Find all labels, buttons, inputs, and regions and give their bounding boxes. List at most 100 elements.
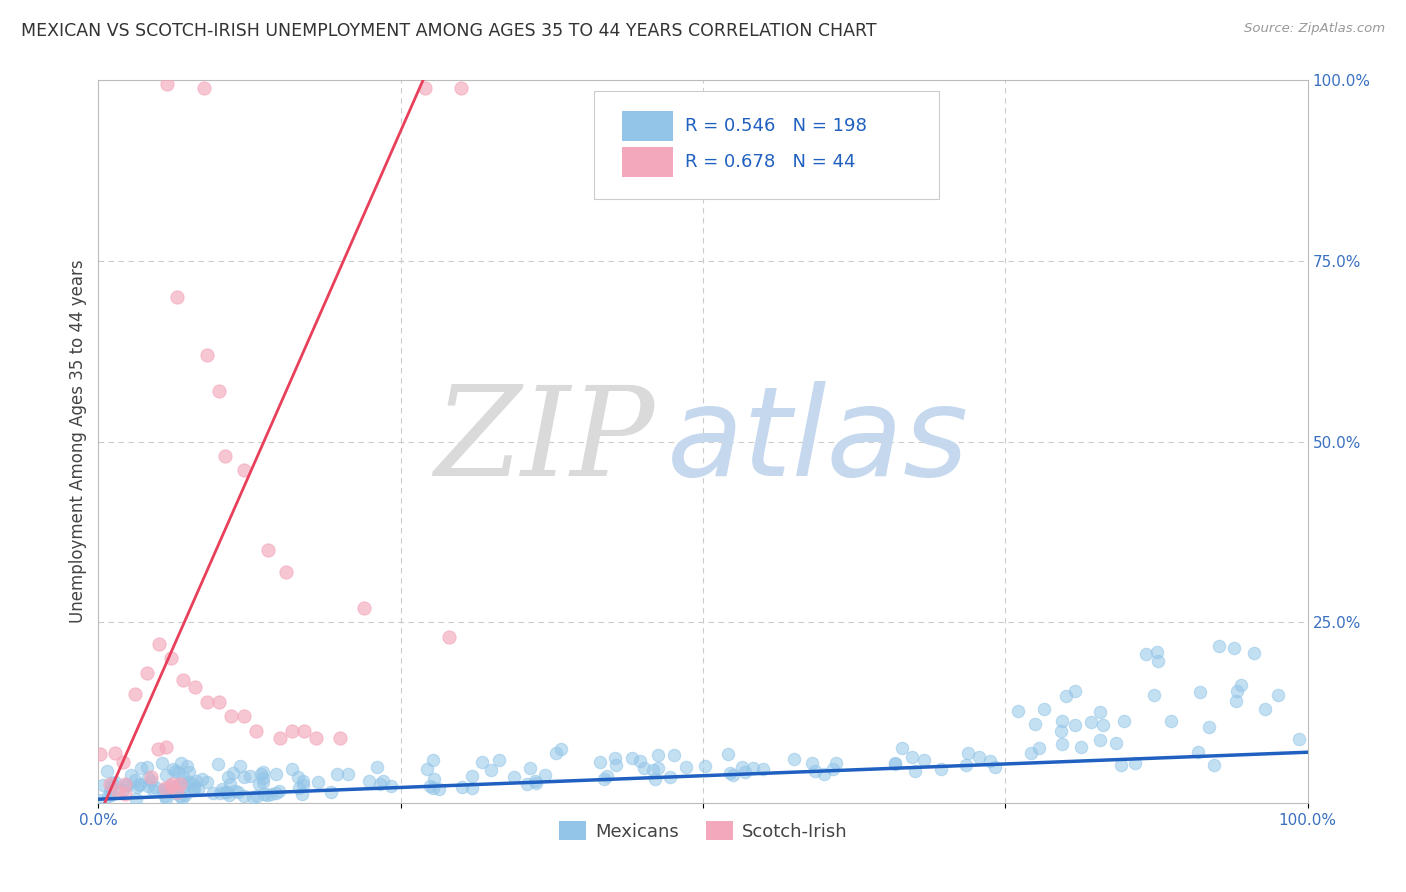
Point [101, 775, 124, 789]
Point [114, 787, 136, 801]
Point [281, 723, 304, 738]
Point [242, 789, 264, 804]
Point [957, 746, 980, 760]
Point [1243, 646, 1265, 660]
Point [1254, 702, 1277, 716]
Point [155, 739, 177, 754]
Point [291, 788, 314, 802]
Point [148, 637, 170, 651]
Point [141, 782, 163, 797]
Point [353, 600, 375, 615]
Point [172, 791, 194, 805]
Point [1146, 645, 1168, 659]
Legend: Mexicans, Scotch-Irish: Mexicans, Scotch-Irish [551, 814, 855, 848]
Point [211, 782, 233, 797]
Point [1088, 732, 1111, 747]
Point [139, 770, 162, 784]
Point [239, 769, 262, 783]
Point [1050, 723, 1073, 738]
Point [488, 753, 510, 767]
Point [100, 788, 122, 802]
Point [605, 757, 627, 772]
Point [647, 761, 669, 775]
Point [422, 753, 444, 767]
Point [1147, 654, 1170, 668]
Text: R = 0.678   N = 44: R = 0.678 N = 44 [685, 153, 855, 171]
Point [658, 770, 681, 784]
Point [214, 449, 236, 463]
Point [136, 760, 159, 774]
Point [253, 787, 276, 801]
Point [1188, 685, 1211, 699]
Point [534, 768, 557, 782]
Point [419, 779, 441, 793]
Point [246, 789, 269, 804]
Point [742, 761, 765, 775]
Point [266, 785, 288, 799]
Point [187, 781, 209, 796]
Point [245, 723, 267, 738]
Point [1050, 714, 1073, 729]
Point [912, 753, 935, 767]
Point [111, 782, 134, 797]
Point [214, 785, 236, 799]
Point [138, 779, 160, 793]
Point [256, 788, 278, 802]
Point [884, 756, 907, 770]
Point [184, 774, 207, 789]
Point [184, 680, 207, 694]
Point [287, 770, 309, 784]
Point [120, 768, 142, 782]
Point [326, 766, 349, 780]
Point [100, 777, 122, 791]
Point [524, 775, 547, 789]
Point [461, 769, 484, 783]
Point [823, 762, 845, 776]
Point [208, 786, 231, 800]
Point [173, 788, 195, 802]
Point [550, 742, 572, 756]
Point [89, 747, 111, 761]
Point [721, 768, 744, 782]
Point [717, 747, 740, 761]
Point [1064, 683, 1087, 698]
Point [131, 761, 153, 775]
Point [129, 777, 152, 791]
Point [172, 673, 194, 687]
Point [979, 754, 1001, 768]
Point [647, 747, 669, 762]
Point [544, 746, 567, 760]
Point [371, 774, 394, 789]
Point [170, 775, 193, 789]
Point [139, 774, 162, 789]
Point [112, 755, 135, 769]
Point [380, 779, 402, 793]
Point [226, 785, 249, 799]
Point [128, 778, 150, 792]
Point [269, 731, 291, 745]
Point [218, 788, 240, 802]
Point [1080, 714, 1102, 729]
Point [169, 777, 191, 791]
Point [718, 766, 741, 780]
Point [87, 793, 110, 807]
Point [124, 687, 146, 701]
Point [155, 781, 177, 796]
Point [183, 783, 205, 797]
Point [801, 756, 824, 771]
Point [169, 789, 191, 804]
Text: MEXICAN VS SCOTCH-IRISH UNEMPLOYMENT AMONG AGES 35 TO 44 YEARS CORRELATION CHART: MEXICAN VS SCOTCH-IRISH UNEMPLOYMENT AMO… [21, 22, 877, 40]
Point [221, 709, 243, 723]
Point [117, 778, 139, 792]
Point [1225, 694, 1247, 708]
Point [1109, 758, 1132, 772]
Point [97, 789, 120, 804]
Point [247, 776, 270, 790]
Point [104, 746, 127, 760]
Point [156, 780, 179, 795]
Point [621, 751, 644, 765]
Point [929, 762, 952, 776]
Point [91, 778, 114, 792]
Point [471, 755, 494, 769]
Point [1123, 756, 1146, 770]
